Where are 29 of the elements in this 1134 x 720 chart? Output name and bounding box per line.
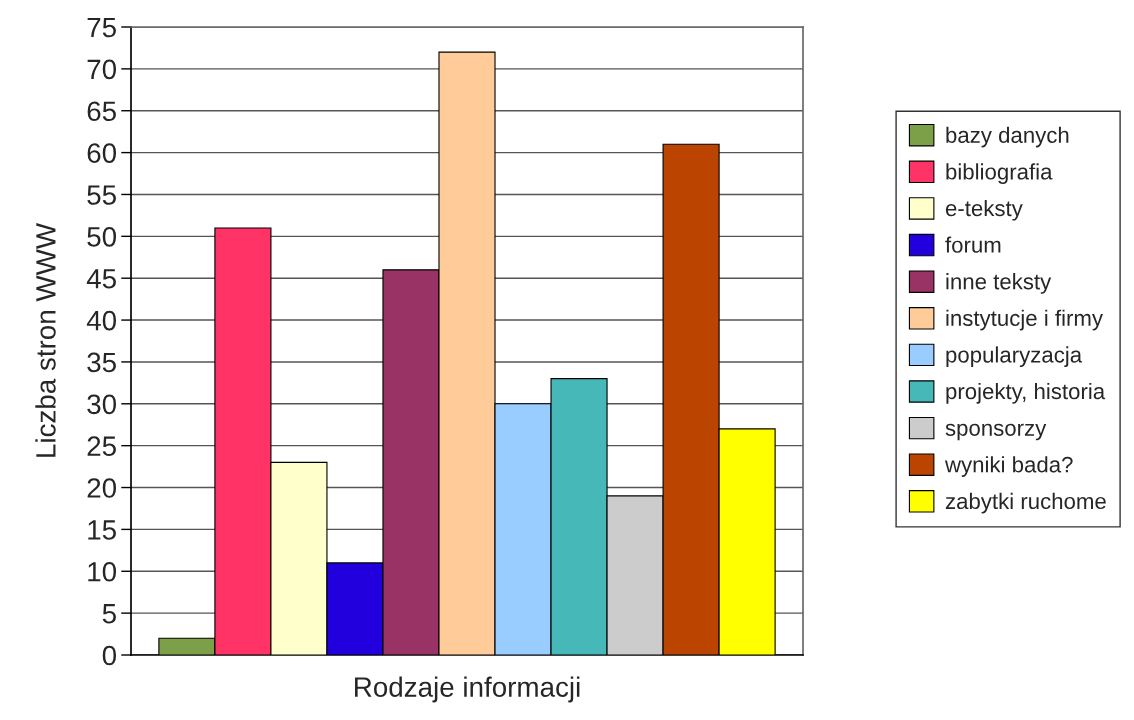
y-tick-label: 15 — [88, 520, 116, 540]
y-tick-label: 25 — [87, 436, 116, 457]
y-tick-label: 65 — [87, 101, 116, 122]
y-tick-label: 50 — [87, 227, 117, 247]
legend-label: wyniki bada? — [944, 456, 1073, 477]
legend-label: e-teksty — [945, 199, 1023, 221]
legend-label: bibliografia — [946, 163, 1053, 184]
y-tick-label: 20 — [87, 478, 117, 498]
y-tick-label: 30 — [87, 394, 117, 415]
legend-label: bazy danych — [946, 126, 1069, 148]
legend-label: projekty, historia — [946, 382, 1106, 404]
y-tick-label: 70 — [87, 59, 117, 80]
legend-label: sponsorzy — [945, 423, 1047, 441]
y-tick-label: 75 — [87, 17, 116, 38]
y-axis-title: Liczba stron WWW — [35, 223, 56, 457]
y-tick-label: 60 — [87, 143, 117, 163]
y-tick-label: 40 — [86, 310, 117, 331]
y-tick-label: 0 — [102, 645, 117, 666]
legend-label: popularyzacja — [946, 346, 1083, 368]
legend-label: forum — [945, 236, 1001, 253]
y-tick-label: 5 — [102, 604, 116, 624]
y-tick-label: 45 — [86, 269, 116, 289]
legend-label: zabytki ruchome — [945, 492, 1106, 514]
y-tick-label: 35 — [87, 352, 116, 373]
y-tick-label: 10 — [88, 561, 117, 582]
legend-label: instytucje i firmy — [946, 309, 1103, 331]
x-axis-title: Rodzaje informacji — [355, 676, 580, 703]
legend-label: inne teksty — [946, 273, 1052, 294]
y-tick-label: 55 — [87, 185, 116, 205]
